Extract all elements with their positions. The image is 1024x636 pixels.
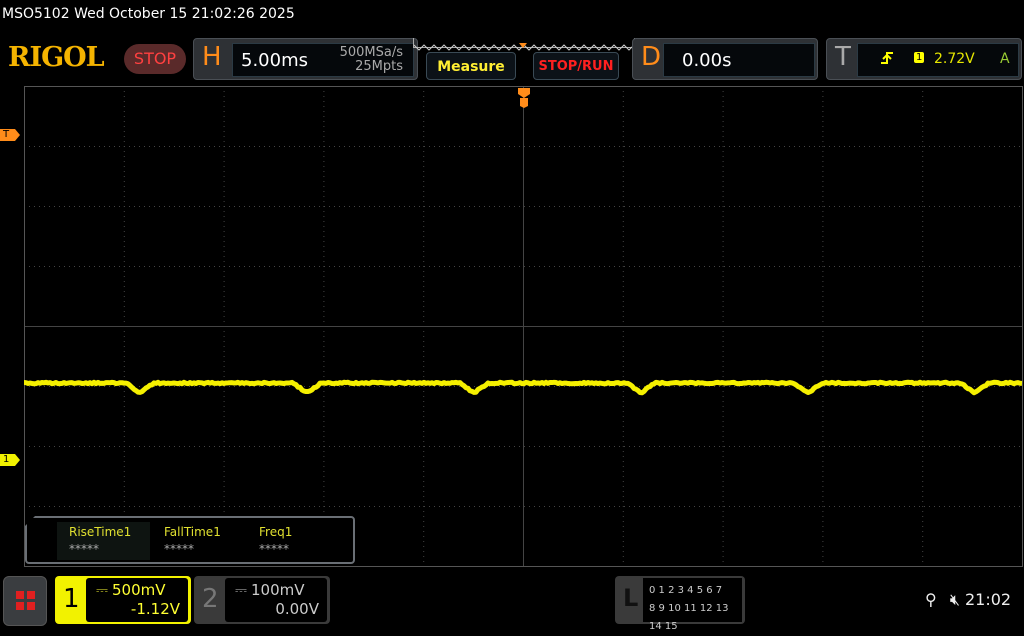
logic-channels-row2: 8 9 10 11 12 13 14 15 [649, 600, 736, 636]
channel1-offset-marker[interactable]: 1 [0, 454, 20, 466]
trigger-label: T [835, 42, 851, 72]
memory-position-bar [413, 38, 635, 48]
dc-coupling-icon: ⎓ [96, 581, 108, 599]
sample-rate: 500MSa/s [340, 46, 403, 60]
run-state-badge[interactable]: STOP [124, 44, 186, 74]
channel1-scale: 500mV [112, 581, 166, 599]
measure-button[interactable]: Measure [426, 52, 516, 80]
timebase-value: 5.00ms [241, 50, 308, 71]
trigger-position-marker[interactable] [518, 88, 530, 112]
channel1-panel[interactable]: 1 ⎓ 500mV -1.12V [55, 576, 191, 624]
horizontal-panel[interactable]: H 5.00ms 500MSa/s 25Mpts [193, 38, 418, 80]
trigger-level: 2.72V [934, 51, 975, 67]
waveform-grid[interactable] [24, 86, 1024, 568]
rising-edge-icon [880, 51, 894, 69]
channel2-panel[interactable]: 2 ⎓ 100mV 0.00V [194, 576, 330, 624]
logic-channels-row1: 0 1 2 3 4 5 6 7 [649, 582, 736, 600]
channel2-scale: 100mV [251, 581, 305, 599]
trigger-mode: A [1000, 51, 1010, 67]
rigol-logo: RIGOL [8, 42, 104, 73]
main-menu-button[interactable] [3, 576, 47, 626]
trigger-level-marker[interactable]: T [0, 129, 20, 141]
trigger-source: 1 [914, 52, 924, 63]
memory-depth: 25Mpts [340, 60, 403, 74]
dc-coupling-icon: ⎓ [235, 581, 247, 599]
stop-run-button[interactable]: STOP/RUN [533, 52, 619, 80]
trigger-panel[interactable]: T 1 2.72V A [826, 38, 1022, 80]
grid-menu-icon [4, 577, 48, 627]
status-area: ⚲ 🔇︎ 21:02 [925, 590, 1011, 610]
window-title: MSO5102 Wed October 15 21:02:26 2025 [2, 6, 295, 22]
usb-icon: ⚲ [925, 590, 937, 609]
logic-panel[interactable]: L 0 1 2 3 4 5 6 78 9 10 11 12 13 14 15 [615, 576, 745, 624]
delay-panel[interactable]: D 0.00s [632, 38, 818, 80]
speaker-muted-icon[interactable]: 🔇︎ [950, 590, 960, 609]
measurement-item[interactable]: FallTime1 ***** [152, 522, 245, 560]
horizontal-label: H [202, 42, 222, 72]
measurement-item[interactable]: Freq1 ***** [247, 522, 340, 560]
logic-label: L [623, 584, 638, 612]
measurement-panel: RiseTime1 ***** FallTime1 ***** Freq1 ***** [25, 516, 355, 564]
clock: 21:02 [965, 590, 1011, 609]
channel1-offset: -1.12V [131, 600, 180, 618]
channel1-number: 1 [63, 584, 80, 614]
delay-value: 0.00s [682, 50, 731, 71]
channel2-offset: 0.00V [275, 600, 319, 618]
channel2-number: 2 [202, 584, 219, 614]
delay-label: D [641, 42, 661, 72]
measurement-item[interactable]: RiseTime1 ***** [57, 522, 150, 560]
